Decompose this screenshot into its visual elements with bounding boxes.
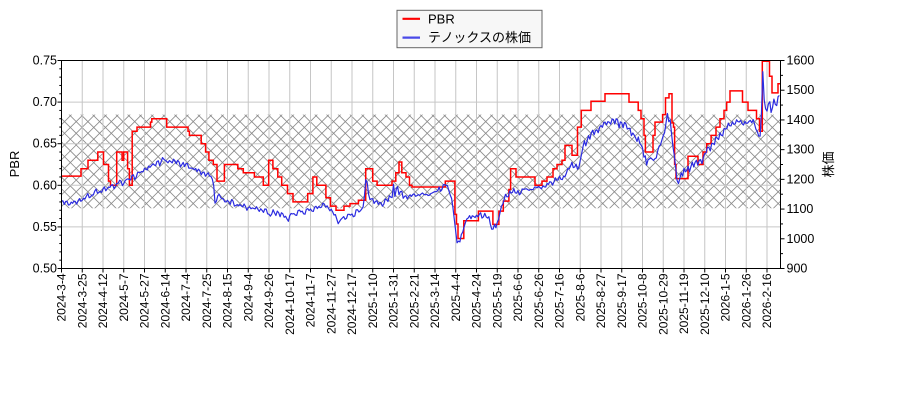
svg-text:株価: 株価 <box>821 151 836 177</box>
svg-text:2024-4-12: 2024-4-12 <box>96 273 110 328</box>
svg-text:2025-2-21: 2025-2-21 <box>407 273 421 328</box>
svg-text:2024-3-4: 2024-3-4 <box>55 273 69 321</box>
svg-text:1100: 1100 <box>787 202 814 216</box>
svg-text:2024-5-27: 2024-5-27 <box>138 273 152 328</box>
svg-text:2025-1-31: 2025-1-31 <box>387 273 401 328</box>
svg-text:2025-8-6: 2025-8-6 <box>573 273 587 321</box>
svg-text:1500: 1500 <box>787 83 815 97</box>
svg-text:0.70: 0.70 <box>33 95 57 109</box>
svg-text:2025-1-10: 2025-1-10 <box>366 273 380 328</box>
svg-text:PBR: PBR <box>428 11 455 26</box>
svg-text:2024-7-25: 2024-7-25 <box>200 273 214 328</box>
svg-text:2024-5-7: 2024-5-7 <box>117 273 131 321</box>
svg-text:2024-12-17: 2024-12-17 <box>345 273 359 335</box>
svg-text:0.50: 0.50 <box>33 262 57 276</box>
svg-text:2024-9-4: 2024-9-4 <box>241 273 255 321</box>
svg-text:2025-3-14: 2025-3-14 <box>428 273 442 328</box>
svg-text:2025-9-17: 2025-9-17 <box>615 273 629 328</box>
svg-text:0.65: 0.65 <box>33 137 57 151</box>
svg-text:2025-6-6: 2025-6-6 <box>511 273 525 321</box>
svg-text:2026-1-26: 2026-1-26 <box>739 273 753 328</box>
svg-text:2024-7-4: 2024-7-4 <box>179 273 193 321</box>
svg-text:1000: 1000 <box>787 232 815 246</box>
svg-text:0.75: 0.75 <box>33 54 57 68</box>
svg-text:2024-8-15: 2024-8-15 <box>221 273 235 328</box>
svg-text:900: 900 <box>787 262 808 276</box>
svg-text:1300: 1300 <box>787 143 815 157</box>
svg-text:2025-7-16: 2025-7-16 <box>553 273 567 328</box>
svg-text:1600: 1600 <box>787 54 815 68</box>
svg-text:0.60: 0.60 <box>33 178 57 192</box>
svg-text:2025-6-26: 2025-6-26 <box>532 273 546 328</box>
svg-text:2025-10-8: 2025-10-8 <box>636 273 650 328</box>
svg-text:2025-4-4: 2025-4-4 <box>449 273 463 321</box>
svg-text:2025-10-29: 2025-10-29 <box>656 273 670 335</box>
svg-text:2026-2-16: 2026-2-16 <box>760 273 774 328</box>
svg-text:PBR: PBR <box>7 151 22 178</box>
svg-text:1200: 1200 <box>787 172 815 186</box>
svg-text:2024-11-27: 2024-11-27 <box>324 273 338 334</box>
svg-text:2025-5-19: 2025-5-19 <box>490 273 504 328</box>
svg-text:0.55: 0.55 <box>33 220 57 234</box>
svg-text:2025-4-24: 2025-4-24 <box>470 273 484 328</box>
svg-text:2025-11-19: 2025-11-19 <box>677 273 691 334</box>
svg-text:2024-6-14: 2024-6-14 <box>158 273 172 328</box>
svg-text:テノックスの株価: テノックスの株価 <box>428 30 531 45</box>
svg-text:1400: 1400 <box>787 113 815 127</box>
svg-text:2024-9-26: 2024-9-26 <box>262 273 276 328</box>
svg-text:2025-8-27: 2025-8-27 <box>594 273 608 328</box>
svg-text:2025-12-10: 2025-12-10 <box>698 273 712 335</box>
svg-text:2024-3-25: 2024-3-25 <box>75 273 89 328</box>
svg-text:2024-11-7: 2024-11-7 <box>304 273 318 327</box>
svg-text:2024-10-17: 2024-10-17 <box>283 273 297 335</box>
svg-text:2026-1-5: 2026-1-5 <box>719 273 733 321</box>
